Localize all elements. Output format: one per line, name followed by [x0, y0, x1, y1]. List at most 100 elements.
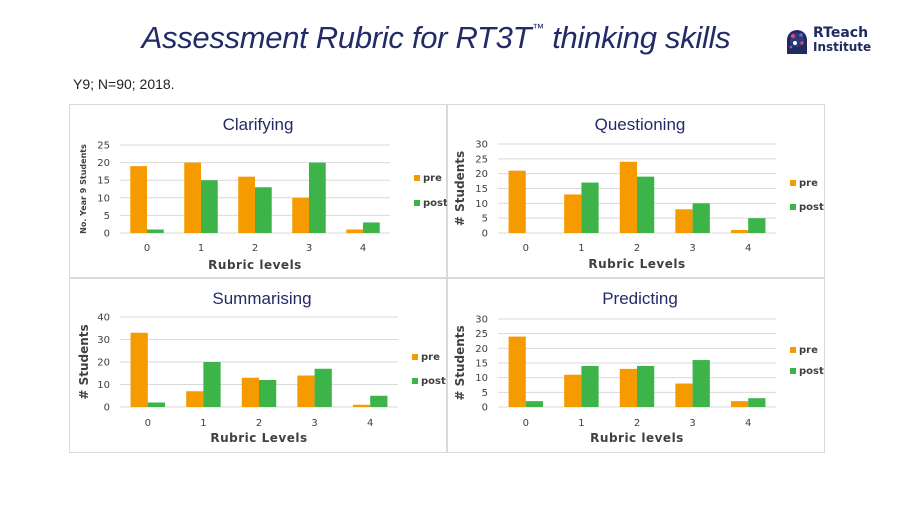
legend-label-pre: pre	[799, 345, 818, 356]
chart-title: Questioning	[595, 115, 686, 134]
bar-post	[201, 180, 218, 233]
bar-pre	[130, 166, 147, 233]
bar-post	[525, 401, 544, 407]
x-tick-label: 4	[360, 243, 366, 254]
bar-post	[147, 402, 166, 407]
x-tick-label: 2	[634, 243, 640, 254]
x-tick-label: 1	[578, 418, 584, 429]
x-tick-label: 4	[367, 418, 373, 429]
y-tick-label: 20	[97, 158, 110, 169]
x-tick-label: 3	[689, 418, 695, 429]
chart-title: Summarising	[212, 289, 311, 308]
y-tick-label: 30	[97, 335, 110, 346]
legend-swatch-post	[790, 368, 796, 374]
bar-pre	[675, 383, 693, 407]
bar-post	[692, 360, 710, 407]
slide-title: Assessment Rubric for RT3T™ thinking ski…	[0, 20, 872, 56]
trademark-mark: ™	[532, 21, 544, 35]
legend-swatch-pre	[790, 180, 796, 186]
legend-label-post: post	[799, 366, 824, 377]
legend-swatch-post	[414, 200, 420, 206]
chart-svg: Clarifying 0 5 10 15 20 25 0 1 2 3 4 Rubric levels No…	[79, 115, 448, 272]
legend-label-pre: pre	[423, 173, 442, 184]
bar-pre	[184, 162, 201, 233]
bar-pre	[238, 176, 255, 233]
x-tick-label: 1	[198, 243, 204, 254]
rteach-logo-icon	[787, 30, 807, 54]
x-axis-label: Rubric Levels	[210, 431, 307, 445]
bar-pre	[130, 332, 148, 407]
chart-panel-questioning: Questioning 0 5 10 15 20 25 30 0 1 2 3 4 Rubric Level…	[447, 104, 825, 278]
bar-post	[637, 176, 655, 233]
chart-svg: Predicting 0 5 10 15 20 25 30 0 1 2 3 4 Rubric levels…	[453, 289, 824, 445]
x-tick-label: 4	[745, 243, 751, 254]
y-tick-label: 20	[475, 344, 488, 355]
legend-label-pre: pre	[421, 352, 440, 363]
y-tick-label: 25	[475, 154, 488, 165]
y-tick-label: 0	[104, 403, 110, 414]
y-tick-label: 30	[475, 140, 488, 151]
y-tick-label: 20	[97, 358, 110, 369]
slide-title-text: Assessment Rubric for RT3T	[141, 20, 532, 55]
x-tick-label: 2	[252, 243, 258, 254]
x-tick-label: 4	[745, 418, 751, 429]
y-tick-label: 15	[97, 176, 110, 187]
bar-pre	[352, 404, 371, 407]
y-tick-label: 5	[104, 211, 110, 222]
chart-title: Predicting	[602, 289, 678, 308]
bar-pre	[564, 374, 582, 407]
bar-post	[259, 380, 277, 407]
bar-pre	[619, 368, 637, 407]
y-tick-label: 10	[97, 193, 110, 204]
bar-pre	[297, 375, 315, 407]
bar-pre	[292, 197, 309, 233]
bar-pre	[675, 209, 693, 233]
sample-info: Y9; N=90; 2018.	[73, 76, 175, 92]
y-tick-label: 0	[482, 403, 488, 414]
bar-post	[581, 182, 599, 233]
chart-panel-predicting: Predicting 0 5 10 15 20 25 30 0 1 2 3 4 Rubric levels…	[447, 278, 825, 453]
x-tick-label: 3	[306, 243, 312, 254]
x-tick-label: 3	[311, 418, 317, 429]
y-tick-label: 20	[475, 169, 488, 180]
y-tick-label: 10	[97, 380, 110, 391]
logo-line-1: RTeach	[813, 25, 869, 41]
y-tick-label: 15	[475, 359, 488, 370]
x-tick-label: 0	[144, 243, 150, 254]
y-tick-label: 10	[475, 373, 488, 384]
chart-svg: Summarising 0 10 20 30 40 0 1 2 3 4 Rubric Levels # …	[77, 289, 446, 445]
legend-swatch-post	[790, 204, 796, 210]
bar-post	[255, 187, 272, 233]
x-axis-label: Rubric Levels	[588, 257, 685, 271]
chart-title: Clarifying	[223, 115, 294, 134]
rteach-logo: RTeach Institute	[784, 24, 884, 60]
legend-label-post: post	[799, 202, 824, 213]
y-axis-label: # Students	[77, 324, 91, 399]
legend-label-pre: pre	[799, 178, 818, 189]
y-tick-label: 5	[482, 214, 488, 225]
y-tick-label: 40	[97, 313, 110, 324]
y-tick-label: 30	[475, 315, 488, 326]
x-tick-label: 1	[200, 418, 206, 429]
y-tick-label: 15	[475, 184, 488, 195]
bar-pre	[619, 161, 637, 233]
bar-post	[637, 365, 655, 407]
chart-panel-summarising: Summarising 0 10 20 30 40 0 1 2 3 4 Rubric Levels # …	[69, 278, 447, 453]
legend-label-post: post	[421, 376, 446, 387]
y-axis-label: # Students	[453, 325, 467, 400]
bar-pre	[730, 401, 749, 407]
legend-swatch-pre	[790, 347, 796, 353]
y-tick-label: 0	[104, 229, 110, 240]
x-tick-label: 2	[256, 418, 262, 429]
bar-pre	[508, 336, 526, 407]
x-axis-label: Rubric levels	[208, 258, 302, 272]
y-tick-label: 5	[482, 388, 488, 399]
x-tick-label: 0	[145, 418, 151, 429]
bar-post	[147, 229, 164, 233]
bar-post	[748, 398, 766, 407]
y-axis-label: No. Year 9 Students	[79, 144, 88, 234]
y-tick-label: 10	[475, 199, 488, 210]
bar-post	[581, 365, 599, 407]
x-tick-label: 2	[634, 418, 640, 429]
bar-pre	[508, 170, 526, 233]
